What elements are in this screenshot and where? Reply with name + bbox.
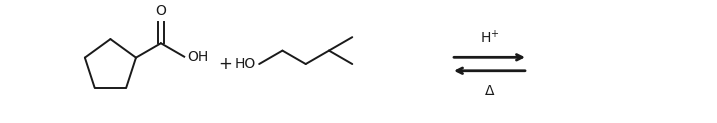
Text: O: O — [156, 4, 166, 18]
Text: +: + — [219, 55, 232, 73]
Text: $\Delta$: $\Delta$ — [484, 84, 495, 98]
Text: HO: HO — [235, 57, 256, 71]
Text: OH: OH — [187, 50, 209, 64]
Text: H$^{\plus}$: H$^{\plus}$ — [480, 29, 499, 46]
